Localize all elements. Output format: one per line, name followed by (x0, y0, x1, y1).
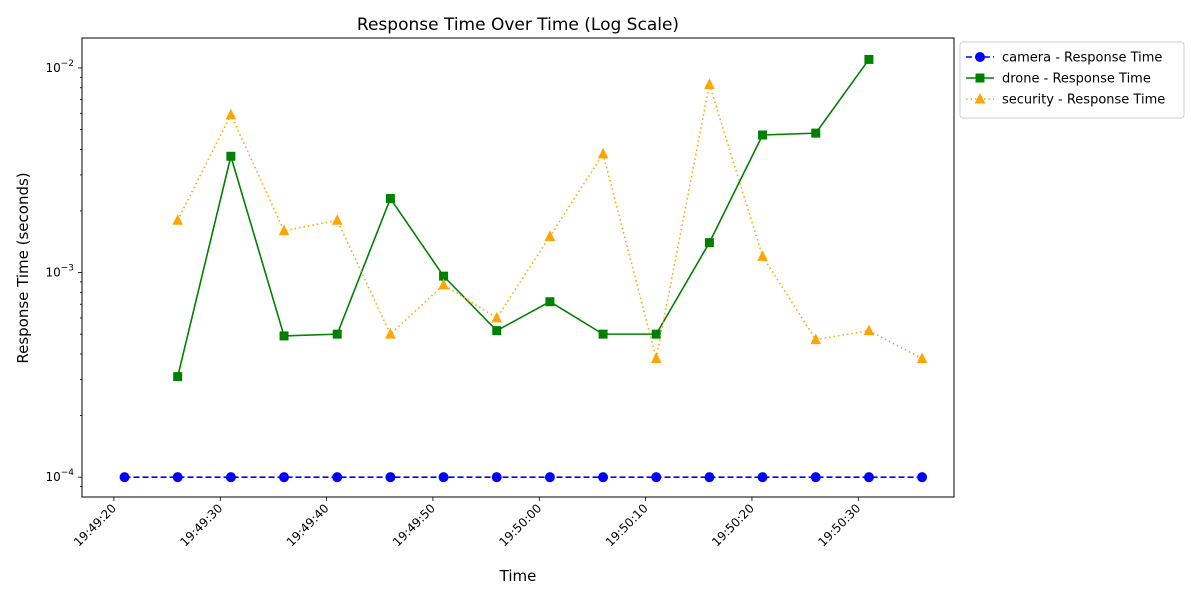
data-point-triangle (278, 224, 290, 236)
data-point-square (385, 194, 395, 204)
legend-label: camera - Response Time (1002, 51, 1162, 66)
data-point-square (279, 331, 289, 341)
data-point-triangle (650, 352, 662, 364)
y-tick-base: 10 (45, 266, 60, 280)
data-point-circle (119, 472, 130, 483)
x-tick-label: 19:49:20 (71, 501, 119, 549)
data-point-square (226, 151, 236, 161)
data-point-square (864, 54, 874, 64)
data-point-triangle (704, 78, 715, 89)
data-point-circle (279, 472, 290, 483)
legend-marker (975, 52, 985, 62)
data-point-square (332, 329, 342, 339)
data-point-triangle (491, 311, 503, 323)
data-point-circle (810, 472, 821, 483)
y-tick-base: 10 (45, 470, 60, 484)
data-point-square (811, 128, 821, 138)
data-point-triangle (172, 214, 184, 225)
data-point-circle (438, 472, 449, 483)
data-point-triangle (438, 278, 449, 290)
data-point-triangle (916, 352, 928, 364)
data-point-triangle (385, 328, 396, 339)
data-point-circle (651, 472, 662, 483)
legend-label: drone - Response Time (1002, 72, 1151, 87)
y-tick-label: 10−4 (45, 468, 74, 484)
legend-marker (975, 73, 985, 83)
data-point-circle (225, 472, 236, 483)
chart-title: Response Time Over Time (Log Scale) (357, 15, 679, 35)
data-point-circle (172, 472, 183, 483)
y-tick-label: 10−2 (45, 59, 74, 75)
series-line-triangle (176, 84, 923, 360)
y-tick-exponent: −4 (61, 468, 75, 478)
plot-area: 10−410−310−219:49:20 19:49:30 19:49:40 19:4… (45, 37, 955, 549)
data-point-triangle (757, 250, 768, 261)
data-point-circle (863, 472, 874, 483)
data-point-triangle (597, 147, 609, 159)
data-point-square (492, 326, 502, 336)
x-axis-label: Time (499, 567, 537, 585)
legend-marker (974, 92, 986, 104)
series-line-square (176, 58, 870, 377)
x-tick-label: 19:50:00 (496, 501, 544, 549)
y-tick-label: 10−3 (45, 264, 74, 280)
data-point-circle (544, 472, 555, 483)
legend-label: security - Response Time (1002, 93, 1165, 108)
y-tick-base: 10 (45, 61, 60, 75)
legend: camera - Response Time drone - Response T… (959, 41, 1185, 119)
data-point-circle (385, 472, 396, 483)
x-tick-label: 19:50:30 (815, 501, 863, 549)
x-tick-label: 19:49:40 (284, 501, 332, 549)
plot-frame (81, 37, 955, 498)
data-point-circle (757, 472, 768, 483)
data-point-square (758, 130, 768, 140)
x-tick-label: 19:49:50 (390, 501, 438, 549)
data-point-circle (598, 472, 609, 483)
y-tick-exponent: −3 (61, 264, 74, 274)
data-point-triangle (544, 230, 556, 242)
x-tick-label: 19:50:10 (603, 501, 651, 549)
data-point-square (598, 329, 608, 339)
x-tick-label: 19:50:20 (709, 501, 757, 549)
data-point-circle (917, 472, 928, 483)
data-point-circle (704, 472, 715, 483)
data-point-square (651, 329, 661, 339)
data-point-triangle (225, 108, 237, 120)
data-point-square (545, 297, 555, 307)
data-point-triangle (863, 324, 875, 336)
y-tick-exponent: −2 (61, 59, 74, 69)
data-point-circle (332, 472, 343, 483)
data-point-square (704, 238, 714, 248)
y-axis-label: Response Time (seconds) (14, 172, 32, 363)
legend-box (959, 41, 1185, 119)
data-point-triangle (331, 214, 343, 225)
x-tick-label: 19:49:30 (177, 501, 225, 549)
data-point-square (173, 372, 183, 382)
data-point-triangle (810, 333, 822, 345)
data-point-circle (491, 472, 502, 483)
